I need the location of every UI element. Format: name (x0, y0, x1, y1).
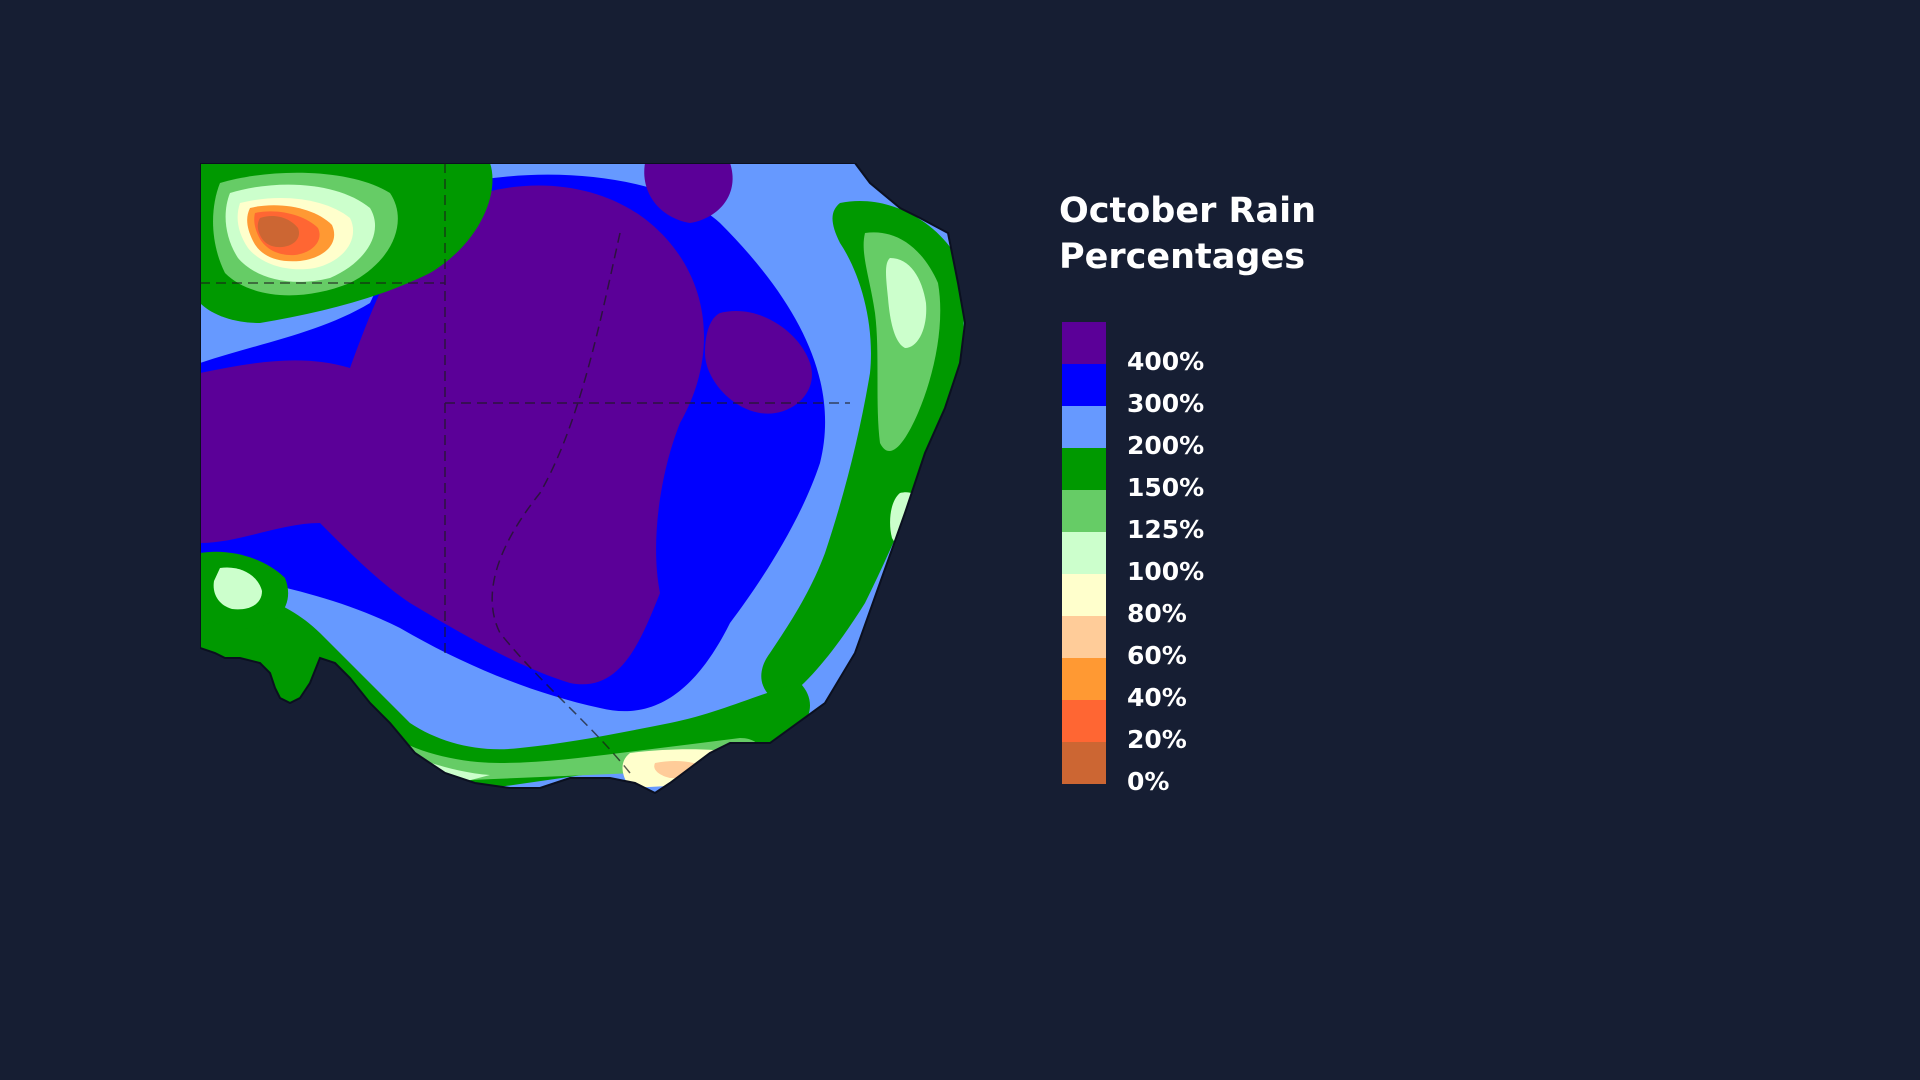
rainfall-map (200, 163, 970, 830)
legend-label-40: 40% (1127, 683, 1187, 712)
legend-swatch-60 (1062, 616, 1106, 658)
legend-label-60: 60% (1127, 641, 1187, 670)
legend-label-80: 80% (1127, 599, 1187, 628)
legend-title-line2: Percentages (1059, 237, 1306, 277)
legend-swatch-40 (1062, 658, 1106, 700)
zone-400 (644, 163, 733, 223)
legend-label-100: 100% (1127, 557, 1205, 586)
zone-400 (705, 311, 812, 414)
zone-0 (257, 216, 300, 248)
zone-400 (200, 185, 704, 685)
legend-swatch-20 (1062, 700, 1106, 742)
legend-label-400: 400% (1127, 347, 1205, 376)
legend-swatch-80 (1062, 574, 1106, 616)
legend-label-150: 150% (1127, 473, 1205, 502)
legend-label-200: 200% (1127, 431, 1205, 460)
legend-swatch-150 (1062, 448, 1106, 490)
legend-swatch-0 (1062, 742, 1106, 784)
legend-label-0: 0% (1127, 767, 1170, 796)
legend-label-20: 20% (1127, 725, 1187, 754)
zone-125 (395, 738, 763, 783)
state-borders (200, 163, 850, 774)
legend-title: October Rain Percentages (1059, 188, 1316, 280)
legend-title-line1: October Rain (1059, 191, 1316, 231)
legend-label-125: 125% (1127, 515, 1205, 544)
legend: 400% 300% 200% 150% 125% 100% 80% 60% 40… (1062, 322, 1262, 796)
legend-swatch-125 (1062, 490, 1106, 532)
zone-100 (886, 258, 927, 348)
zone-100 (213, 567, 262, 610)
legend-label-300: 300% (1127, 389, 1205, 418)
legend-swatch-100 (1062, 532, 1106, 574)
legend-swatch-200 (1062, 406, 1106, 448)
legend-swatch-400 (1062, 322, 1106, 364)
legend-swatch-300 (1062, 364, 1106, 406)
